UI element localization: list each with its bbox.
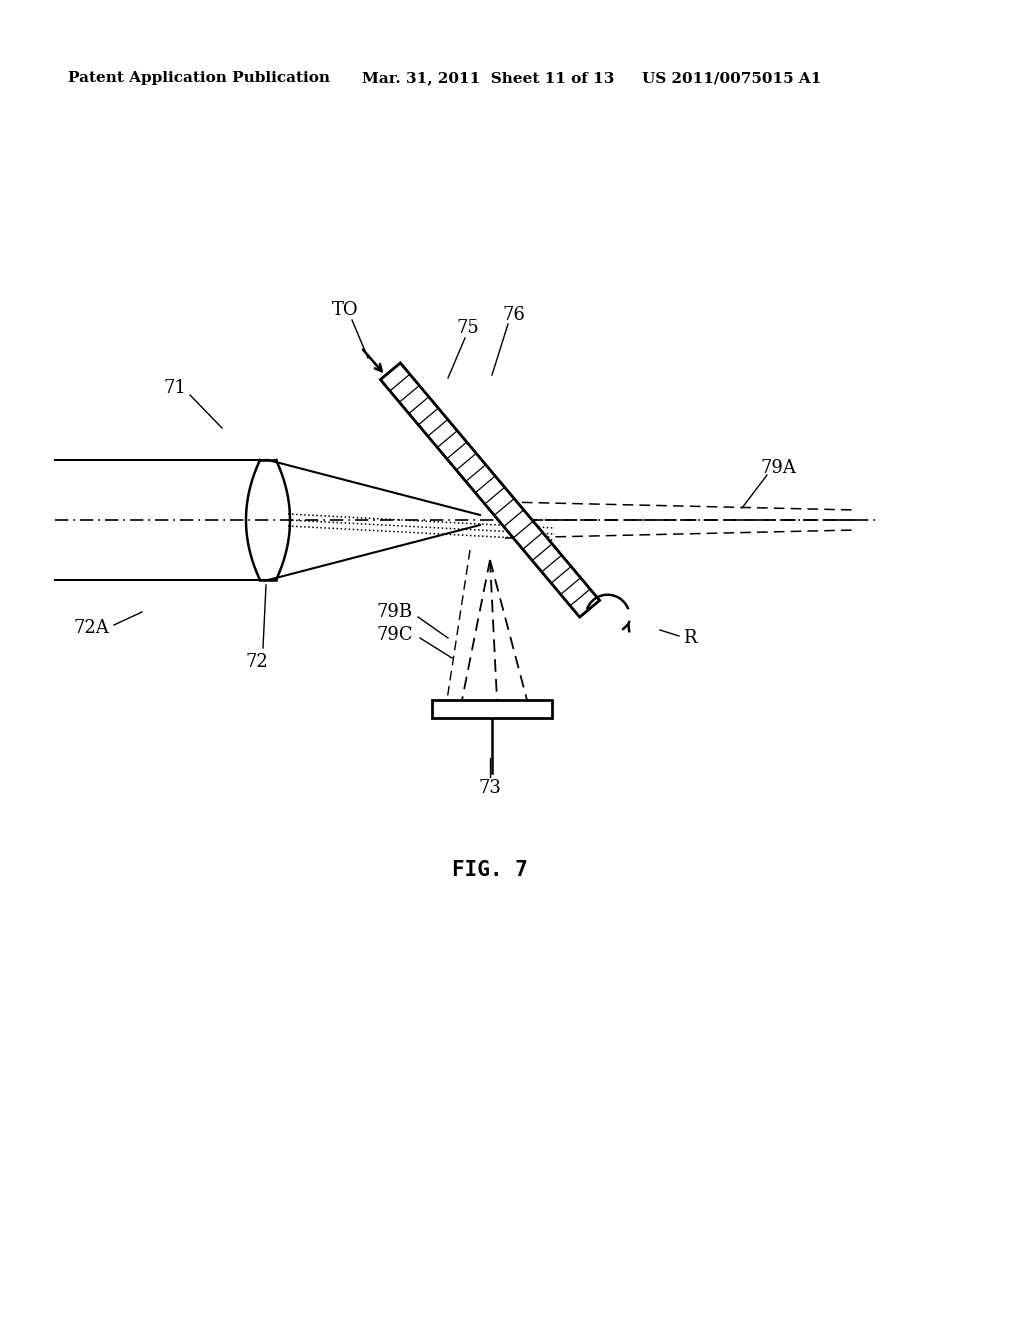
Text: 79C: 79C — [377, 626, 414, 644]
Text: R: R — [683, 630, 696, 647]
Text: 79A: 79A — [760, 459, 796, 477]
Text: TO: TO — [332, 301, 358, 319]
Text: 72: 72 — [246, 653, 268, 671]
Text: US 2011/0075015 A1: US 2011/0075015 A1 — [642, 71, 821, 84]
Text: 76: 76 — [503, 306, 525, 323]
Bar — [432, 700, 552, 718]
Text: 79B: 79B — [377, 603, 413, 620]
Text: 72A: 72A — [73, 619, 109, 638]
Polygon shape — [380, 363, 600, 616]
Text: 73: 73 — [478, 779, 502, 797]
Text: 75: 75 — [457, 319, 479, 337]
Text: FIG. 7: FIG. 7 — [453, 861, 528, 880]
Text: Mar. 31, 2011  Sheet 11 of 13: Mar. 31, 2011 Sheet 11 of 13 — [362, 71, 614, 84]
Text: Patent Application Publication: Patent Application Publication — [68, 71, 330, 84]
Text: 71: 71 — [164, 379, 186, 397]
